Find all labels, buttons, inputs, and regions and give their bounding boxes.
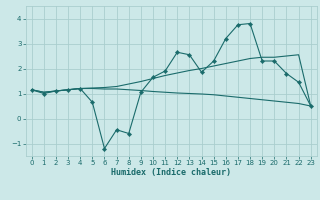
X-axis label: Humidex (Indice chaleur): Humidex (Indice chaleur) [111, 168, 231, 177]
